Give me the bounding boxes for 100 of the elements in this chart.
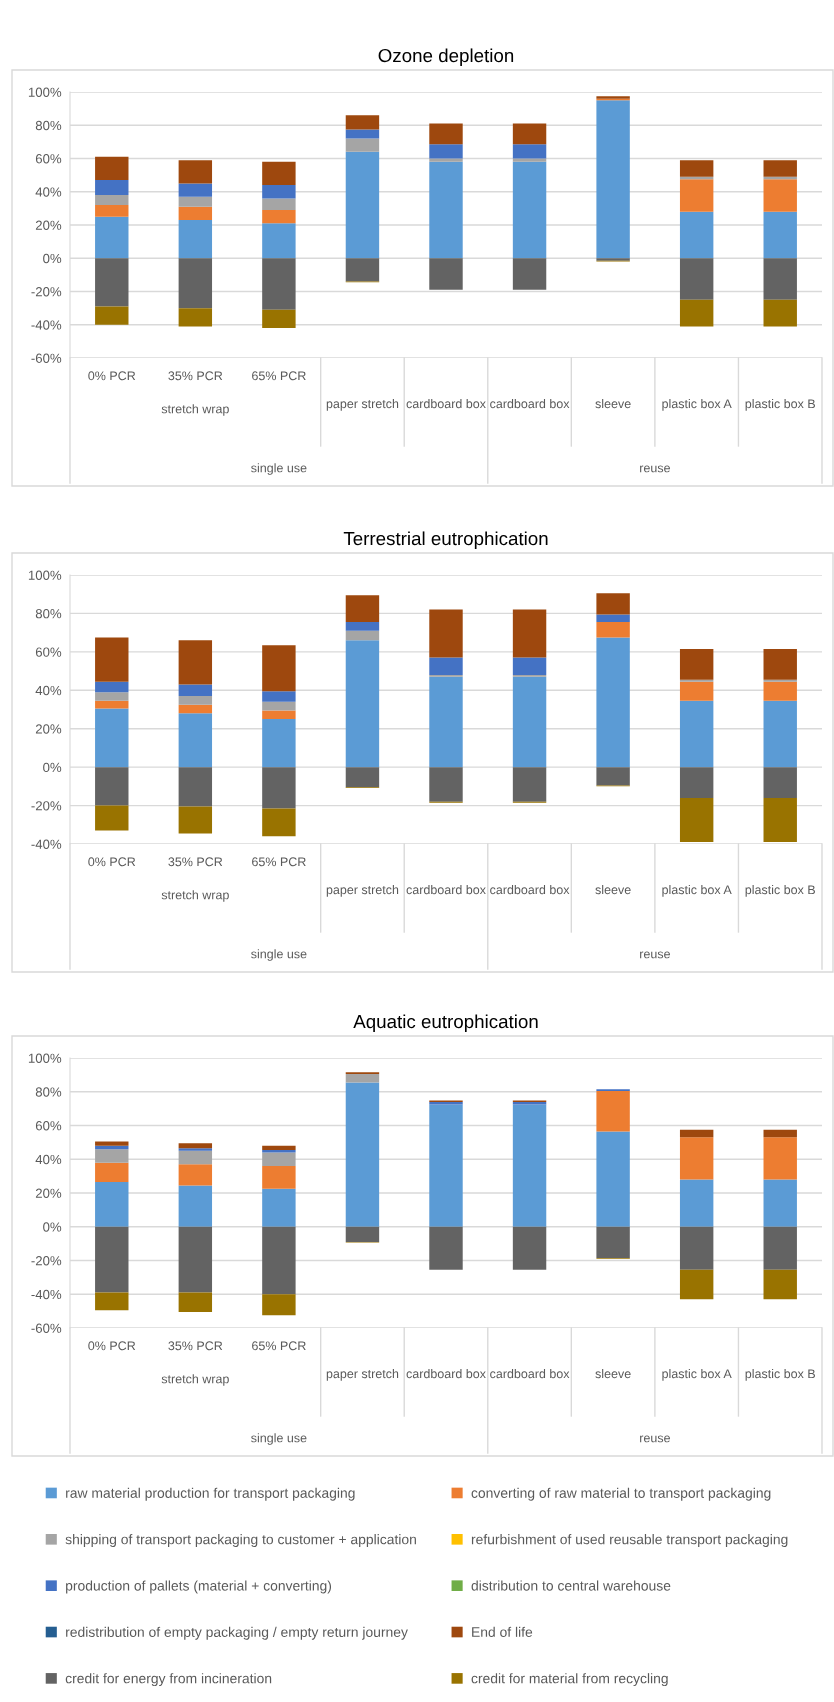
y-tick-label: 100%	[28, 87, 62, 97]
y-tick-label: 20%	[35, 724, 62, 734]
y-tick-label: -60%	[31, 353, 62, 363]
bar	[262, 645, 296, 692]
bar	[95, 767, 129, 806]
bar	[262, 223, 296, 259]
bar	[679, 179, 714, 212]
bar	[345, 115, 380, 130]
chart-title: Terrestrial eutrophication	[343, 531, 548, 549]
text: single use	[251, 949, 307, 961]
bar	[512, 123, 547, 145]
bar	[429, 676, 463, 768]
chart-title: Aquatic eutrophication	[353, 1014, 538, 1032]
bar	[95, 708, 129, 768]
bar	[95, 1182, 129, 1227]
bar	[679, 648, 714, 680]
y-tick-label: 100%	[28, 570, 62, 580]
bar	[512, 1226, 547, 1270]
y-tick-label: 40%	[35, 1154, 62, 1165]
bar	[262, 1226, 296, 1295]
x-tick-label: plastic box A	[662, 885, 732, 897]
x-tick-label: 35% PCR	[168, 371, 223, 381]
bar	[95, 216, 129, 259]
bar	[95, 700, 129, 709]
x-tick-label: sleeve	[595, 885, 631, 895]
bar	[596, 1090, 630, 1132]
x-tick-label: 65% PCR	[252, 1341, 306, 1351]
bar	[763, 1129, 797, 1138]
bar	[512, 161, 547, 259]
bar	[262, 710, 296, 720]
bar	[763, 700, 797, 768]
bar	[178, 1185, 213, 1227]
legend-label: distribution to central warehouse	[471, 1580, 671, 1591]
bar	[763, 1269, 797, 1300]
bar	[429, 158, 463, 162]
y-tick-label: 80%	[35, 120, 62, 131]
x-tick-label: paper stretch	[326, 885, 399, 897]
y-tick-label: -40%	[31, 839, 62, 849]
bar	[429, 1226, 463, 1270]
bar	[763, 681, 797, 701]
bar	[262, 1145, 296, 1150]
bar	[262, 719, 296, 768]
bar	[345, 630, 380, 641]
legend-label: End of life	[472, 1626, 533, 1637]
bar	[178, 183, 213, 197]
bar	[178, 704, 213, 714]
x-tick-label: paper stretch	[326, 1369, 399, 1381]
bar	[429, 1104, 463, 1227]
text: stretch wrap	[161, 1374, 229, 1386]
y-tick-label: -60%	[31, 1323, 62, 1333]
legend-label: credit for energy from incineration	[65, 1673, 272, 1687]
bar	[763, 1137, 797, 1180]
bar	[178, 1143, 213, 1149]
legend-label: converting of raw material to transport packaging	[471, 1487, 771, 1501]
bar	[429, 258, 463, 290]
x-tick-label: 0% PCR	[88, 857, 136, 867]
bar	[178, 806, 213, 834]
bar	[512, 657, 547, 675]
bar	[95, 1162, 129, 1183]
bar	[95, 805, 129, 831]
bar	[95, 205, 129, 217]
text: reuse	[640, 465, 670, 473]
bar	[178, 308, 213, 327]
bar	[178, 1150, 213, 1165]
bar	[178, 220, 213, 259]
bar	[345, 1074, 380, 1083]
bar	[95, 1226, 129, 1293]
bar	[679, 1269, 714, 1300]
text: stretch wrap	[161, 404, 229, 416]
x-tick-label: plastic box B	[745, 1369, 815, 1381]
bar	[512, 1104, 547, 1227]
bar	[596, 622, 630, 638]
text: single use	[251, 1433, 307, 1445]
bar	[95, 1292, 129, 1311]
bar	[679, 700, 714, 768]
bar	[429, 161, 463, 259]
bar	[95, 180, 129, 196]
bar	[596, 767, 630, 786]
bar	[178, 1148, 213, 1151]
y-tick-label: -40%	[31, 320, 62, 330]
bar	[95, 692, 129, 701]
bar	[763, 1179, 797, 1227]
bar	[95, 637, 129, 682]
bar	[679, 767, 714, 798]
x-tick-label: plastic box B	[745, 399, 815, 411]
bar	[763, 299, 797, 327]
y-tick-label: -20%	[31, 1256, 62, 1266]
bar	[178, 713, 213, 768]
bar	[763, 1226, 797, 1270]
bar	[429, 144, 463, 159]
x-tick-label: cardboard box	[406, 399, 486, 409]
bar	[178, 767, 213, 807]
bar	[679, 1137, 714, 1180]
bar	[763, 160, 797, 177]
bar	[262, 1149, 296, 1153]
x-tick-label: sleeve	[595, 1369, 631, 1379]
bar	[262, 701, 296, 711]
x-tick-label: 35% PCR	[168, 857, 223, 867]
y-tick-label: 0%	[43, 1222, 62, 1232]
bar	[512, 144, 547, 159]
